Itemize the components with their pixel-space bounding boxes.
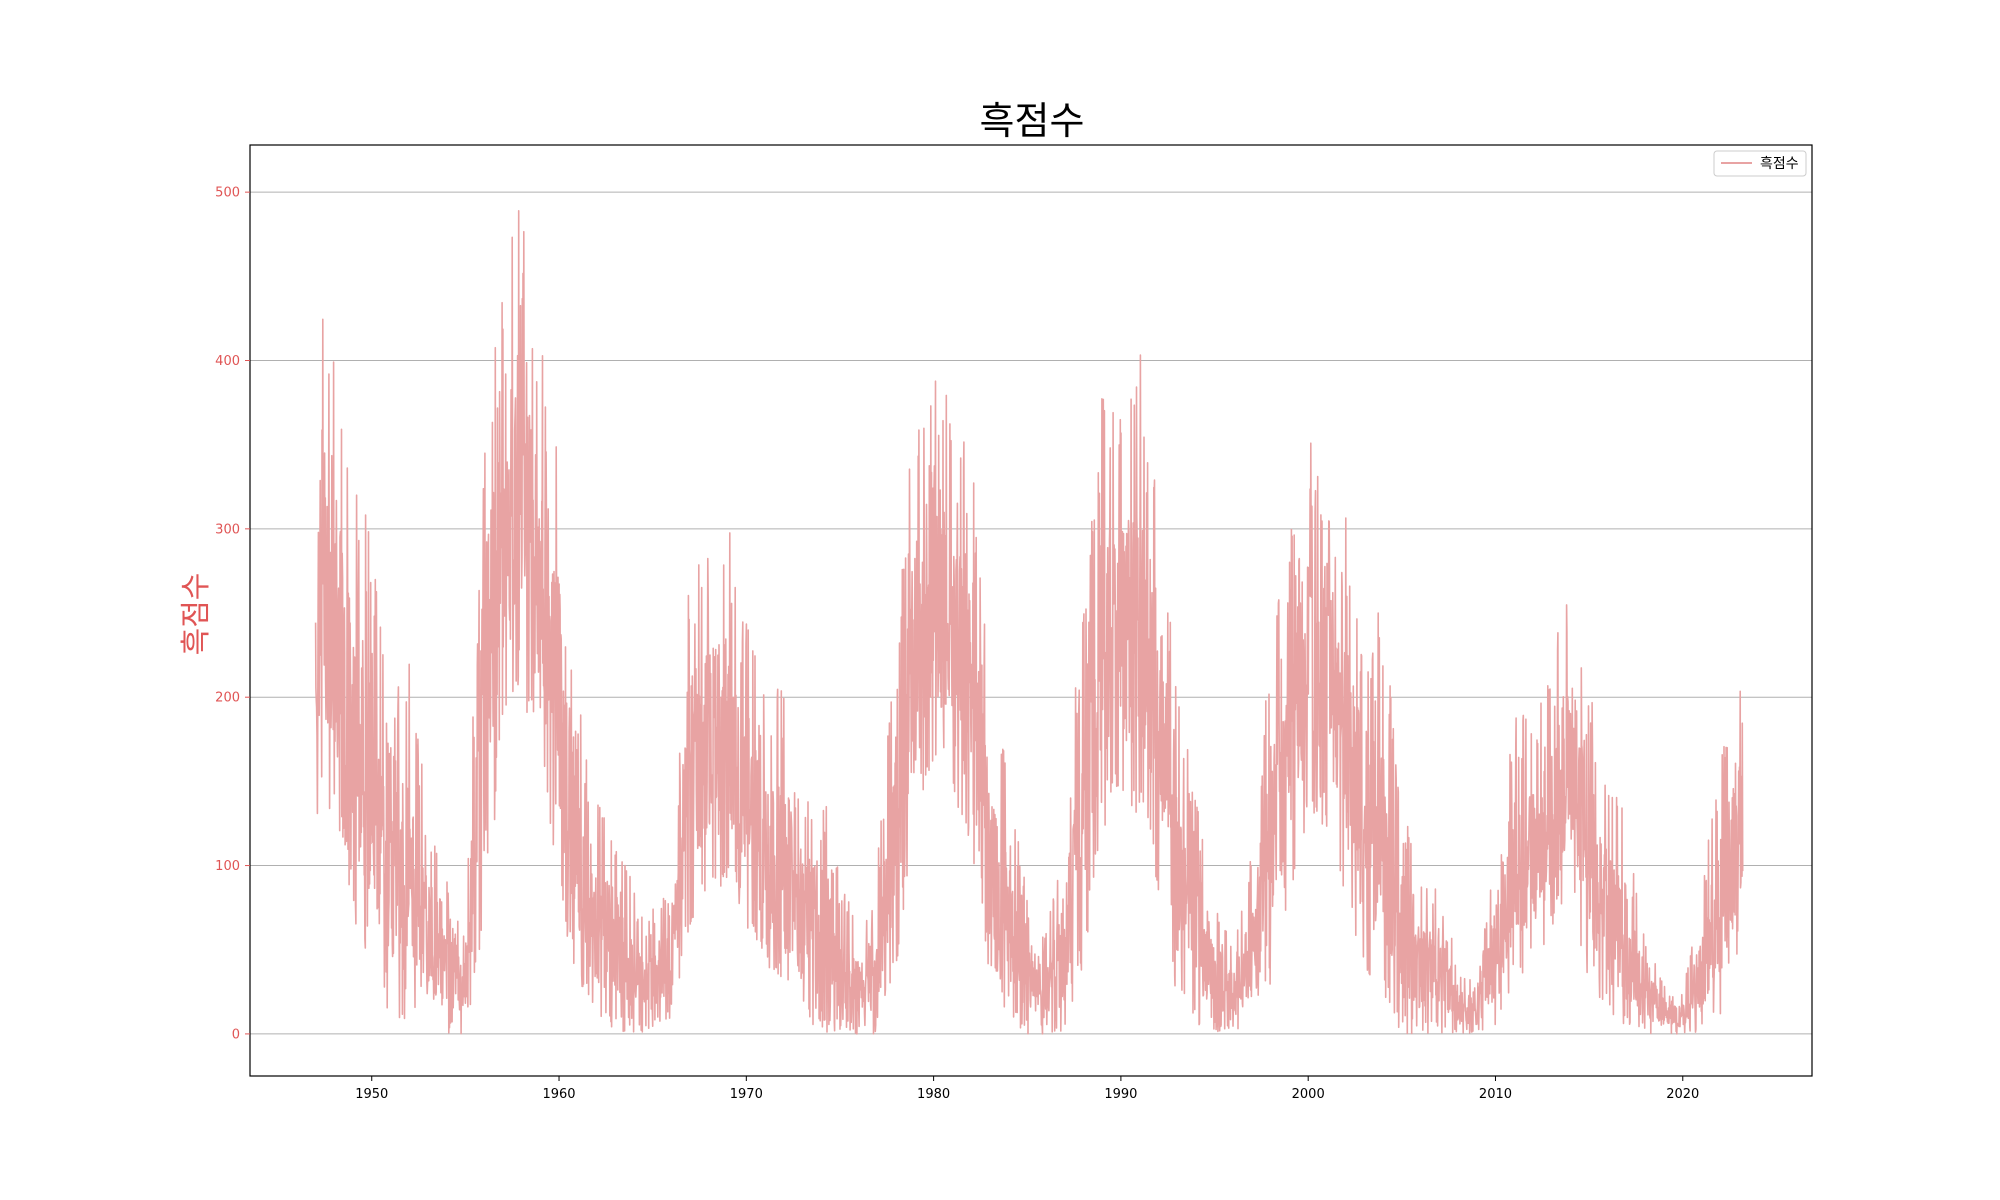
x-tick-label: 1990 bbox=[1104, 1087, 1137, 1102]
legend-label: 흑점수 bbox=[1760, 155, 1799, 172]
x-tick-label: 1950 bbox=[355, 1087, 388, 1102]
x-tick-label: 1960 bbox=[542, 1087, 575, 1102]
x-tick-label: 2000 bbox=[1292, 1087, 1325, 1102]
legend-box bbox=[1713, 150, 1807, 177]
x-tick-label: 2020 bbox=[1666, 1087, 1699, 1102]
legend: 흑점수 bbox=[1713, 150, 1807, 177]
y-axis-label: 흑점수 bbox=[179, 573, 214, 656]
y-tick-label: 500 bbox=[215, 186, 240, 201]
plot-frame bbox=[249, 144, 1813, 1077]
chart-title: 흑점수 bbox=[980, 99, 1085, 143]
y-tick-label: 100 bbox=[215, 859, 240, 874]
x-axis: 1950 1960 1970 1980 1990 2000 2010 2020 bbox=[355, 1076, 1699, 1102]
series-layer bbox=[314, 210, 1744, 1035]
y-tick-label: 200 bbox=[215, 691, 240, 706]
x-tick-label: 2010 bbox=[1479, 1087, 1512, 1102]
series-line-sunspots bbox=[314, 210, 1744, 1035]
y-axis: 0 100 200 300 400 500 bbox=[215, 186, 250, 1042]
y-tick-label: 300 bbox=[215, 522, 240, 537]
y-tick-label: 0 bbox=[232, 1027, 240, 1042]
x-tick-label: 1980 bbox=[917, 1087, 950, 1102]
y-tick-label: 400 bbox=[215, 354, 240, 369]
x-tick-label: 1970 bbox=[730, 1087, 763, 1102]
